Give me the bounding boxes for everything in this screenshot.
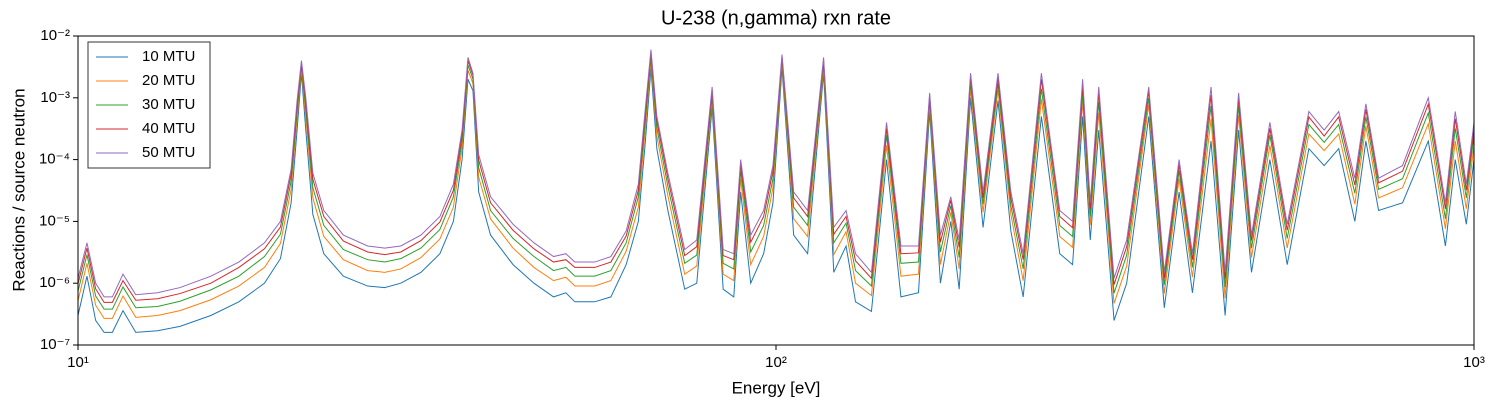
y-tick-label: 10⁻² bbox=[40, 27, 70, 44]
y-tick-label: 10⁻⁴ bbox=[39, 151, 70, 168]
legend-label: 30 MTU bbox=[142, 96, 195, 113]
y-tick-label: 10⁻⁶ bbox=[39, 274, 70, 291]
legend-label: 50 MTU bbox=[142, 144, 195, 161]
series-line bbox=[78, 49, 1474, 298]
series-line bbox=[78, 68, 1474, 333]
y-axis-label: Reactions / source neutron bbox=[9, 88, 28, 291]
series-line bbox=[78, 60, 1474, 319]
x-tick-label: 10³ bbox=[1463, 354, 1485, 371]
x-tick-label: 10² bbox=[765, 354, 787, 371]
x-axis-label: Energy [eV] bbox=[732, 378, 821, 397]
chart-title: U-238 (n,gamma) rxn rate bbox=[661, 7, 891, 29]
y-tick-label: 10⁻³ bbox=[40, 89, 70, 106]
x-tick-label: 10¹ bbox=[67, 354, 89, 371]
legend-label: 20 MTU bbox=[142, 72, 195, 89]
legend-label: 40 MTU bbox=[142, 120, 195, 137]
series-line bbox=[78, 56, 1474, 310]
series-line bbox=[78, 52, 1474, 303]
y-tick-label: 10⁻⁵ bbox=[39, 212, 70, 229]
legend-label: 10 MTU bbox=[142, 48, 195, 65]
y-tick-label: 10⁻⁷ bbox=[40, 336, 70, 353]
plot-frame bbox=[77, 35, 1475, 346]
